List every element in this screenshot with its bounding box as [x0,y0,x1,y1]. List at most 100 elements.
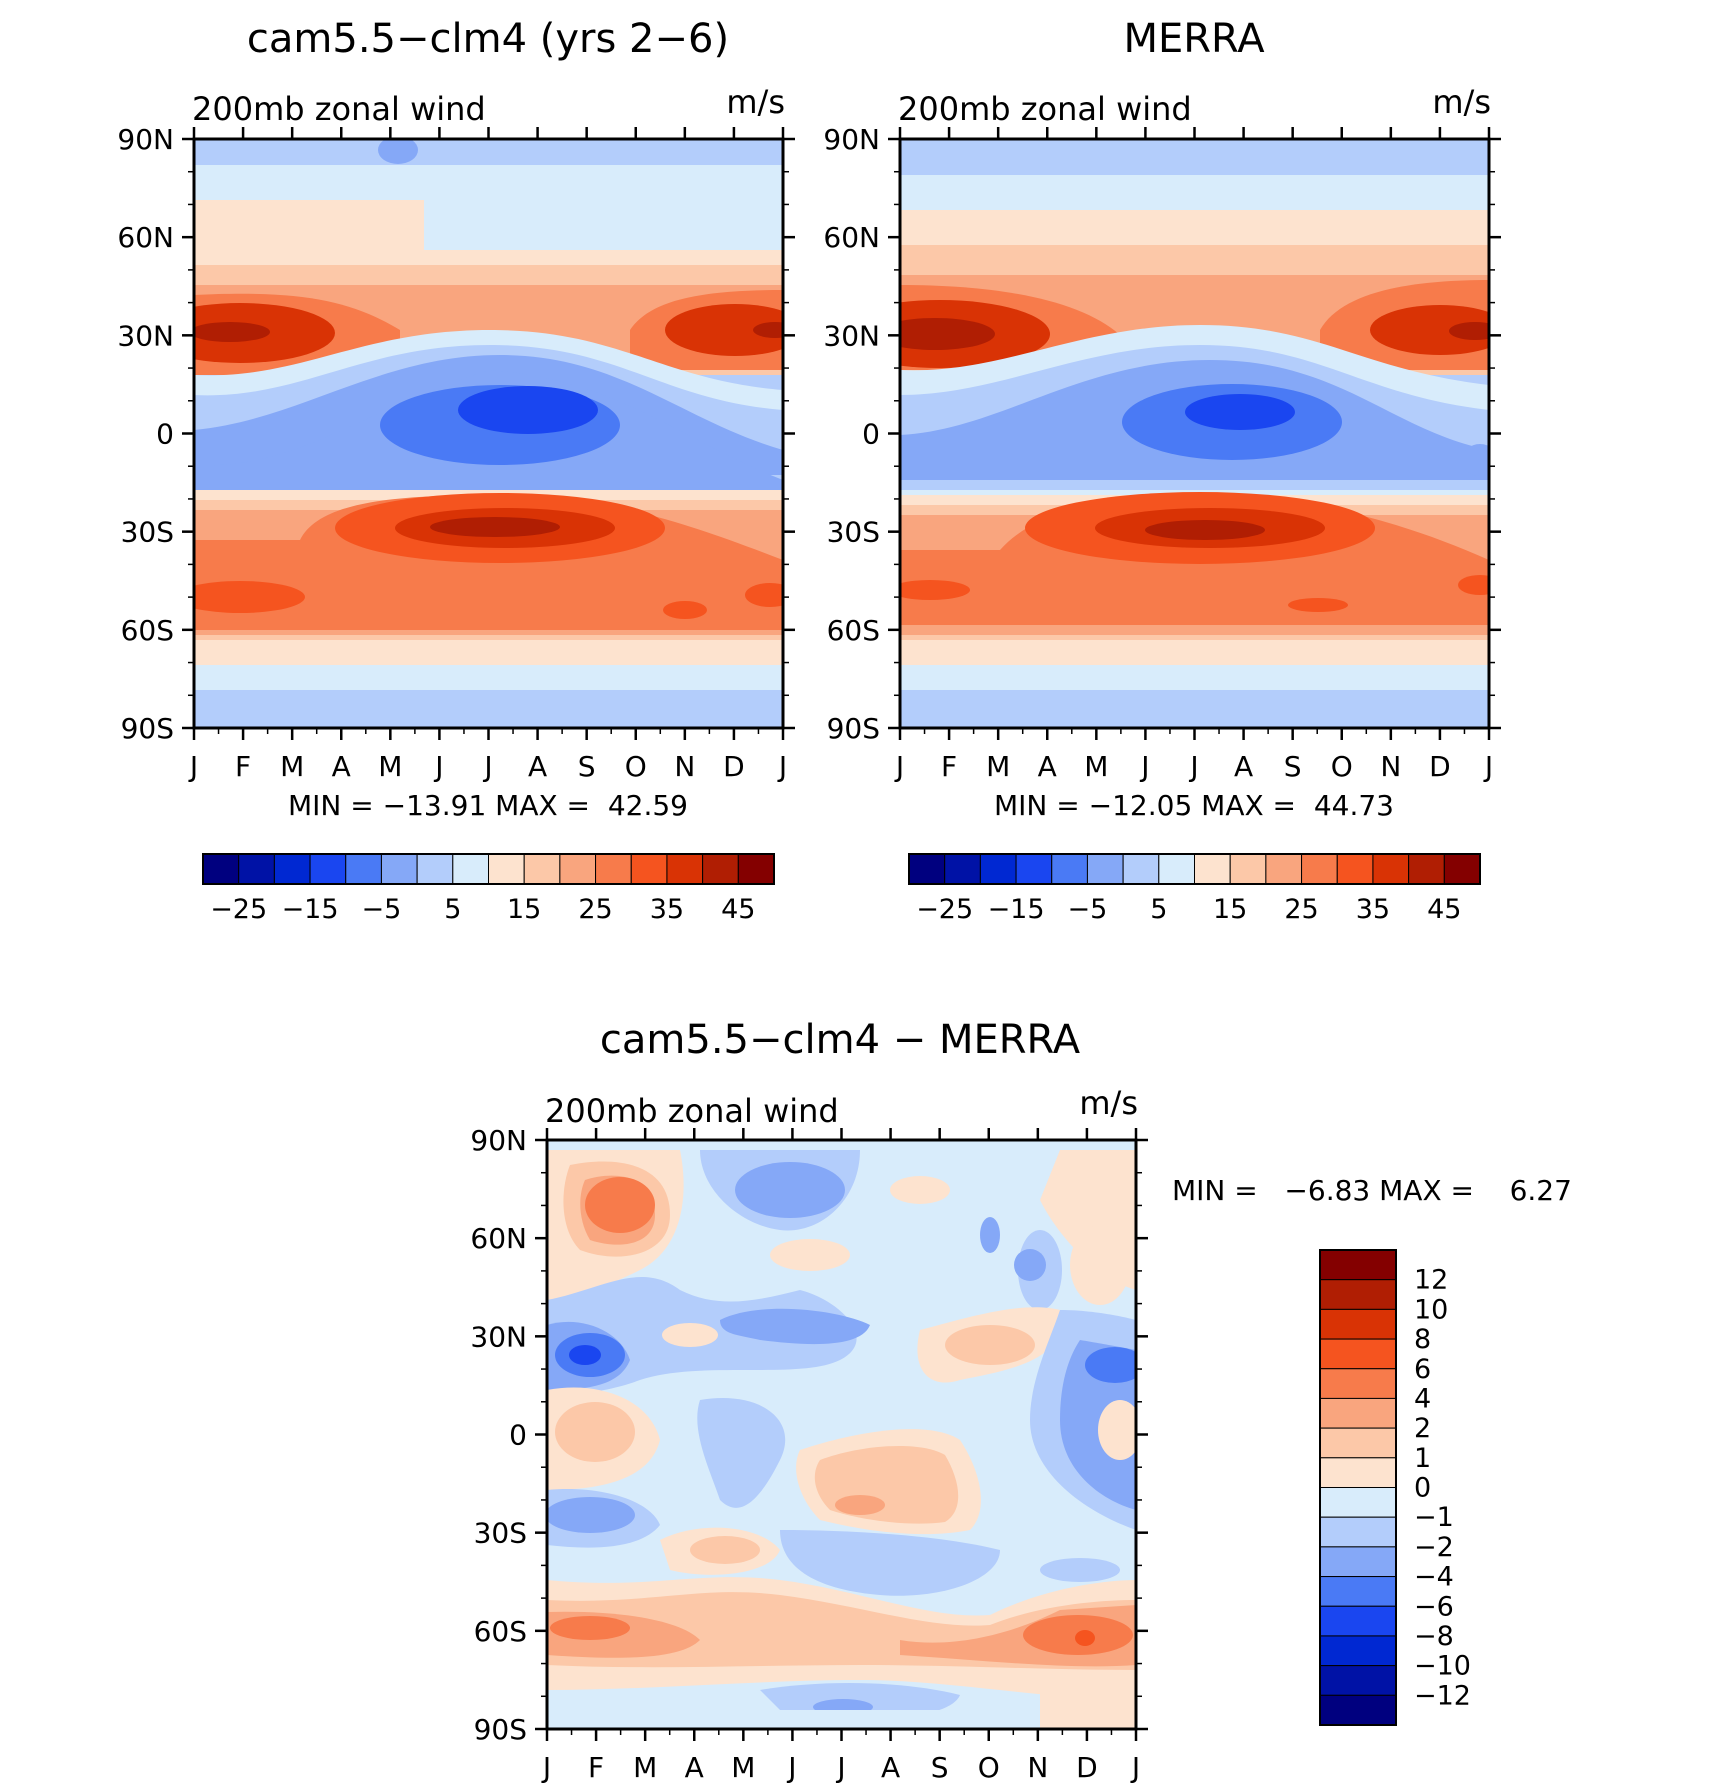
colorbar-swatch [1372,853,1410,885]
colorbar-label: 45 [1427,894,1461,925]
x-tick-label: A [1234,750,1253,783]
x-tick-label: J [1483,750,1493,783]
colorbar-swatch [1229,853,1267,885]
colorbar-label: −25 [916,894,973,925]
colorbar-label: −25 [210,894,267,925]
panel-difference-units: m/s [1079,1084,1138,1122]
x-tick-label: O [978,1751,1000,1784]
x-tick-label: J [835,1751,845,1784]
x-tick-label: A [528,750,547,783]
colorbar-swatch [309,853,347,885]
colorbar-label: 2 [1414,1413,1431,1444]
colorbar-label: 1 [1414,1443,1431,1474]
colorbar-swatch [1319,1665,1397,1696]
x-tick-label: J [786,1751,796,1784]
colorbar-swatch [666,853,704,885]
y-tick-label: 90S [121,712,174,745]
colorbar-swatch [908,853,946,885]
y-tick-label: 0 [509,1419,527,1452]
y-tick-label: 0 [156,418,174,451]
panel-difference-field [547,1140,1136,1729]
colorbar-label: 10 [1414,1294,1448,1325]
colorbar-swatch [1443,853,1481,885]
colorbar-swatch [1336,853,1374,885]
y-tick-label: 30N [823,319,880,352]
panel-difference-minmax: MIN = −6.83 MAX = 6.27 [1172,1174,1572,1207]
y-tick-label: 60N [823,221,880,254]
x-tick-label: F [941,750,957,783]
colorbar-swatch [1158,853,1195,885]
colorbar-swatch [1408,853,1445,885]
x-tick-label: A [1038,750,1057,783]
colorbar-frame [1319,1249,1397,1726]
x-tick-label: D [1076,1751,1098,1784]
x-tick-label: M [1084,750,1108,783]
colorbar-swatch [523,853,561,885]
y-tick-label: 60S [827,614,880,647]
colorbar-label: 45 [721,894,755,925]
colorbar-label: 35 [1356,894,1390,925]
panel-merra-field [900,139,1489,728]
colorbar-swatch [1319,1635,1397,1667]
panel-difference-left-label: 200mb zonal wind [545,1092,839,1130]
panel-merra-title: MERRA [1123,16,1265,62]
colorbar-label: 35 [650,894,684,925]
x-tick-label: N [1380,750,1401,783]
y-tick-label: 90N [470,1124,527,1157]
x-tick-label: M [633,1751,657,1784]
x-tick-label: S [1284,750,1302,783]
colorbar-swatch [1319,1427,1397,1459]
x-tick-label: F [588,1751,604,1784]
x-tick-label: M [280,750,304,783]
x-tick-label: M [731,1751,755,1784]
colorbar-label: −5 [1068,894,1108,925]
colorbar-swatch [1051,853,1088,885]
panel-model-title: cam5.5−clm4 (yrs 2−6) [247,16,729,62]
colorbar-swatch [452,853,489,885]
x-tick-label: N [1027,1751,1048,1784]
colorbar-label: −12 [1414,1680,1471,1711]
colorbar-swatch [1319,1368,1397,1399]
panel-difference-title: cam5.5−clm4 − MERRA [600,1017,1081,1063]
colorbar-label: 6 [1414,1354,1431,1385]
colorbar-swatch [702,853,739,885]
colorbar-label: −15 [988,894,1045,925]
colorbar-swatch [559,853,597,885]
colorbar-label: 25 [1284,894,1318,925]
x-tick-label: A [881,1751,900,1784]
colorbar-swatch [1319,1279,1397,1310]
y-tick-label: 30S [474,1517,527,1550]
x-tick-label: O [1331,750,1353,783]
colorbar-label: −6 [1414,1591,1454,1622]
y-tick-label: 90N [823,123,880,156]
x-tick-label: O [625,750,647,783]
colorbar-swatch [1319,1249,1397,1281]
x-tick-label: J [188,750,198,783]
x-tick-label: S [578,750,596,783]
y-tick-label: 60S [474,1615,527,1648]
y-tick-label: 90N [117,123,174,156]
panel-merra-left-label: 200mb zonal wind [898,90,1192,128]
panel-model-field [194,139,783,728]
colorbar-swatch [1319,1576,1397,1607]
y-tick-label: 60S [121,614,174,647]
colorbar-label: −4 [1414,1562,1454,1593]
colorbar-swatch [488,853,525,885]
colorbar-swatch [630,853,668,885]
colorbar-swatch [1319,1308,1397,1340]
x-tick-label: N [674,750,695,783]
colorbar-swatch [273,853,311,885]
colorbar-label: 15 [1213,894,1247,925]
panel-model: cam5.5−clm4 (yrs 2−6) 200mb zonal wind m… [117,16,795,925]
colorbar-swatch [1194,853,1231,885]
colorbar-label: −2 [1414,1532,1454,1563]
x-tick-label: M [378,750,402,783]
colorbar-frame [908,853,1481,885]
colorbar-swatch [979,853,1017,885]
x-tick-label: J [1139,750,1149,783]
colorbar-swatch [1319,1397,1397,1429]
colorbar-swatch [202,853,240,885]
